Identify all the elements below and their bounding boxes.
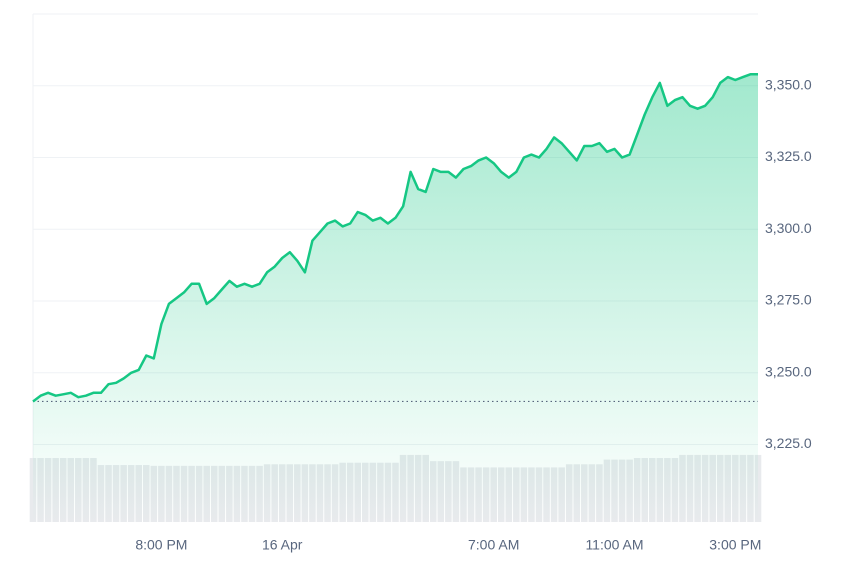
x-tick-label: 8:00 PM bbox=[135, 537, 187, 553]
x-tick-label: 16 Apr bbox=[262, 537, 303, 553]
y-tick-label: 3,250.0 bbox=[765, 363, 812, 379]
area bbox=[33, 74, 758, 523]
y-tick-label: 3,225.0 bbox=[765, 435, 812, 451]
x-tick-label: 3:00 PM bbox=[709, 537, 761, 553]
y-tick-label: 3,350.0 bbox=[765, 76, 812, 92]
y-tick-label: 3,275.0 bbox=[765, 292, 812, 308]
price-line bbox=[32, 73, 758, 403]
y-tick-label: 3,300.0 bbox=[765, 220, 812, 236]
y-tick-label: 3,325.0 bbox=[765, 148, 812, 164]
x-tick-label: 11:00 AM bbox=[585, 537, 643, 553]
x-tick-label: 7:00 AM bbox=[468, 537, 519, 553]
